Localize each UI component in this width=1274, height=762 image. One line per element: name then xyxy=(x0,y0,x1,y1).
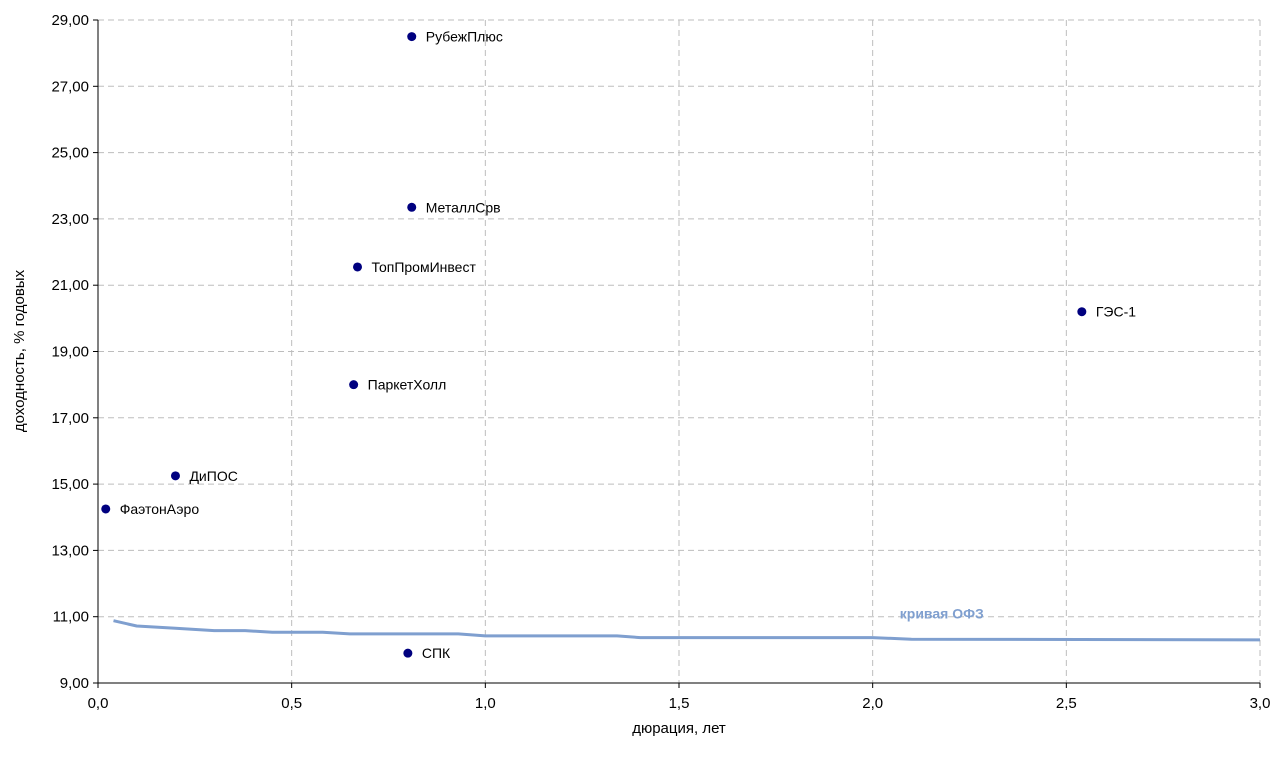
data-point-label: ДиПОС xyxy=(189,468,237,484)
y-tick-label: 29,00 xyxy=(51,12,89,29)
x-tick-label: 1,5 xyxy=(669,695,690,712)
data-point xyxy=(407,202,417,212)
x-axis-title: дюрация, лет xyxy=(632,720,726,737)
y-tick-label: 27,00 xyxy=(51,78,89,95)
y-tick-label: 17,00 xyxy=(51,410,89,427)
data-point-label: ФаэтонАэро xyxy=(120,501,200,517)
data-point-label: МеталлСрв xyxy=(426,199,501,215)
x-tick-label: 0,0 xyxy=(88,695,109,712)
ofz-curve-group: кривая ОФЗ xyxy=(113,605,1261,642)
x-tick-label: 0,5 xyxy=(281,695,302,712)
y-tick-label: 19,00 xyxy=(51,344,89,361)
y-tick-labels: 9,00 11,00 13,00 15,00 17,00 19,00 21,00 23,00 2… xyxy=(51,12,89,692)
y-tick-label: 15,00 xyxy=(51,476,89,493)
data-point xyxy=(349,380,359,390)
ofz-curve-label: кривая ОФЗ xyxy=(900,605,984,621)
ofz-curve-line xyxy=(113,619,1261,642)
axes xyxy=(93,19,1261,688)
data-point xyxy=(407,32,417,42)
data-point-label: ПаркетХолл xyxy=(368,377,447,393)
data-point xyxy=(353,262,363,272)
y-tick-label: 13,00 xyxy=(51,542,89,559)
x-tick-label: 1,0 xyxy=(475,695,496,712)
data-point xyxy=(170,471,180,481)
x-tick-labels: 0,0 0,5 1,0 1,5 2,0 2,5 3,0 xyxy=(88,695,1271,712)
y-tick-label: 11,00 xyxy=(53,609,89,626)
grid xyxy=(98,19,1261,683)
data-point-label: ТопПромИнвест xyxy=(372,259,477,275)
y-tick-label: 21,00 xyxy=(51,277,89,294)
data-point-label: ГЭС-1 xyxy=(1096,304,1136,320)
data-points: РубежПлюс МеталлСрв ТопПромИнвест ГЭС-1 Парк… xyxy=(101,29,1136,661)
y-tick-label: 25,00 xyxy=(51,145,89,162)
data-point-label: СПК xyxy=(422,645,451,661)
data-point xyxy=(101,504,111,514)
y-axis-title: доходность, % годовых xyxy=(11,269,28,432)
x-tick-label: 2,0 xyxy=(862,695,883,712)
y-tick-label: 23,00 xyxy=(51,211,89,228)
data-point xyxy=(403,648,413,658)
data-point-label: РубежПлюс xyxy=(426,29,503,45)
data-point xyxy=(1077,307,1087,317)
x-tick-label: 3,0 xyxy=(1250,695,1271,712)
y-tick-label: 9,00 xyxy=(60,675,89,692)
x-tick-label: 2,5 xyxy=(1056,695,1077,712)
